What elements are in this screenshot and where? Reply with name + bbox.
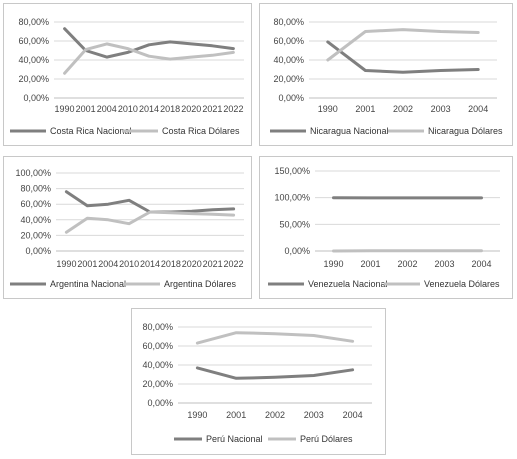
x-tick-label: 2004 [343, 410, 363, 420]
y-tick-label: 150,00% [274, 166, 310, 176]
x-tick-label: 2003 [434, 259, 454, 269]
x-tick-label: 2002 [397, 259, 417, 269]
chart-nicaragua-svg: 0,00% 20,00% 40,00% 60,00% 80,00% 1990 2001 200… [270, 17, 503, 136]
x-tick-label: 2002 [265, 410, 285, 420]
y-tick-label: 80,00% [18, 17, 49, 27]
y-tick-label: 0,00% [284, 246, 310, 256]
chart-argentina: 0,00% 20,00% 40,00% 60,00% 80,00% 100,00% 1990… [3, 156, 252, 299]
x-tick-label: 2014 [140, 259, 160, 269]
y-tick-label: 40,00% [142, 360, 173, 370]
legend-label: Perú Dólares [300, 434, 353, 444]
y-tick-label: 40,00% [18, 55, 49, 65]
series-line [326, 28, 480, 62]
x-tick-label: 2020 [182, 259, 202, 269]
x-tick-label: 2020 [181, 104, 201, 114]
legend-label: Venezuela Nacional [308, 279, 388, 289]
x-tick-label: 2001 [226, 410, 246, 420]
chart-venezuela: 0,00% 50,00% 100,00% 150,00% 1990 2001 2002 200… [259, 156, 513, 299]
y-tick-label: 20,00% [18, 74, 49, 84]
series-line [195, 331, 355, 345]
x-tick-label: 2001 [360, 259, 380, 269]
y-tick-label: 100,00% [274, 193, 310, 203]
series-line [64, 190, 236, 214]
x-tick-label: 2003 [431, 104, 451, 114]
x-tick-label: 2004 [98, 259, 118, 269]
x-tick-label: 2014 [139, 104, 159, 114]
y-tick-label: 0,00% [23, 93, 49, 103]
x-tick-label: 1990 [55, 104, 75, 114]
legend-label: Perú Nacional [206, 434, 263, 444]
x-tick-label: 2010 [118, 104, 138, 114]
y-tick-label: 0,00% [147, 398, 173, 408]
legend-label: Costa Rica Nacional [50, 126, 132, 136]
y-tick-label: 50,00% [279, 219, 310, 229]
y-tick-label: 40,00% [20, 215, 51, 225]
x-tick-label: 2003 [304, 410, 324, 420]
y-tick-label: 60,00% [142, 341, 173, 351]
y-tick-label: 80,00% [142, 322, 173, 332]
y-tick-label: 60,00% [20, 199, 51, 209]
y-tick-label: 20,00% [142, 379, 173, 389]
y-tick-label: 100,00% [15, 168, 51, 178]
x-tick-label: 1990 [56, 259, 76, 269]
y-tick-label: 80,00% [273, 17, 304, 27]
y-tick-label: 60,00% [273, 36, 304, 46]
x-tick-label: 2001 [76, 104, 96, 114]
x-tick-label: 2022 [223, 104, 243, 114]
chart-nicaragua: 0,00% 20,00% 40,00% 60,00% 80,00% 1990 2001 200… [259, 3, 513, 146]
y-tick-label: 80,00% [20, 184, 51, 194]
x-tick-label: 2021 [203, 259, 223, 269]
y-tick-label: 60,00% [18, 36, 49, 46]
x-tick-label: 2004 [97, 104, 117, 114]
x-tick-label: 2018 [161, 259, 181, 269]
legend-label: Argentina Dólares [164, 279, 237, 289]
chart-venezuela-svg: 0,00% 50,00% 100,00% 150,00% 1990 2001 2002 200… [268, 166, 500, 289]
series-line [326, 40, 480, 74]
x-tick-label: 2004 [471, 259, 491, 269]
x-tick-label: 2001 [355, 104, 375, 114]
x-tick-label: 2022 [224, 259, 244, 269]
x-tick-label: 2018 [160, 104, 180, 114]
y-tick-label: 20,00% [273, 74, 304, 84]
series-line [63, 42, 235, 75]
x-tick-label: 2004 [468, 104, 488, 114]
x-tick-label: 1990 [187, 410, 207, 420]
legend-label: Nicaragua Dólares [428, 126, 503, 136]
chart-costa-rica-svg: 0,00% 20,00% 40,00% 60,00% 80,00% 1990 2001 200… [10, 17, 244, 136]
y-tick-label: 40,00% [273, 55, 304, 65]
x-tick-label: 2002 [393, 104, 413, 114]
x-tick-label: 1990 [323, 259, 343, 269]
chart-costa-rica: 0,00% 20,00% 40,00% 60,00% 80,00% 1990 2001 200… [3, 3, 252, 146]
chart-argentina-svg: 0,00% 20,00% 40,00% 60,00% 80,00% 100,00% 1990… [10, 168, 244, 289]
x-tick-label: 2010 [119, 259, 139, 269]
series-line [64, 210, 236, 234]
legend-label: Argentina Nacional [50, 279, 126, 289]
y-tick-label: 20,00% [20, 230, 51, 240]
y-tick-label: 0,00% [278, 93, 304, 103]
x-tick-label: 1990 [318, 104, 338, 114]
legend-label: Nicaragua Nacional [310, 126, 389, 136]
series-line [195, 366, 355, 380]
legend-label: Costa Rica Dólares [162, 126, 240, 136]
chart-peru: 0,00% 20,00% 40,00% 60,00% 80,00% 1990 2001 200… [131, 308, 386, 455]
y-tick-label: 0,00% [25, 246, 51, 256]
x-tick-label: 2001 [77, 259, 97, 269]
legend-label: Venezuela Dólares [424, 279, 500, 289]
x-tick-label: 2021 [202, 104, 222, 114]
series-line [63, 27, 235, 59]
chart-peru-svg: 0,00% 20,00% 40,00% 60,00% 80,00% 1990 2001 200… [142, 322, 372, 444]
